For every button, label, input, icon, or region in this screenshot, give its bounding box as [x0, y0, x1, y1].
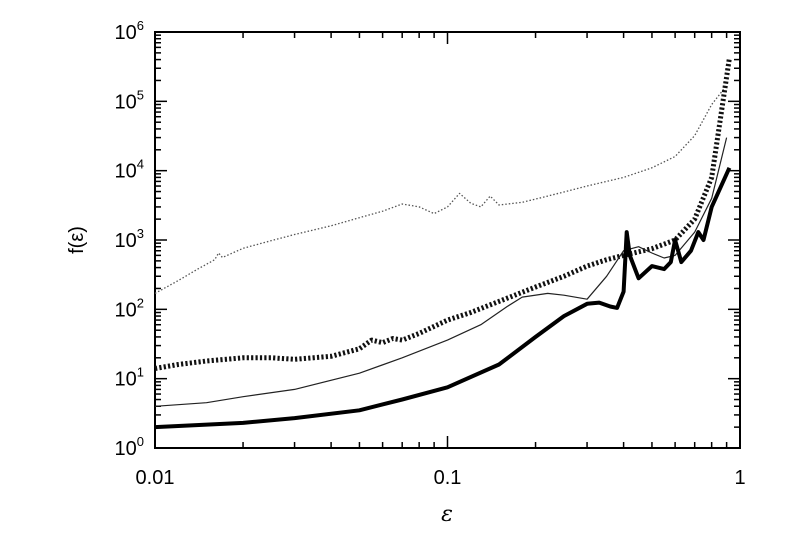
- series-line-4: [154, 166, 732, 430]
- y-axis-label: f(ε): [66, 226, 88, 254]
- y-tick-label: 101: [115, 365, 144, 391]
- y-tick-label: 106: [115, 18, 144, 44]
- series-line-2: [154, 57, 732, 371]
- x-tick-label: 0.01: [136, 467, 175, 489]
- series-line-1: [154, 88, 725, 294]
- x-tick-label: 0.1: [434, 467, 462, 489]
- ticks: [154, 32, 740, 449]
- y-tick-label: 105: [115, 87, 144, 113]
- y-tick-label: 103: [115, 226, 144, 252]
- y-tick-label: 102: [115, 295, 144, 321]
- series-line-3: [154, 137, 728, 407]
- series-layer: [154, 57, 732, 430]
- x-tick-labels: 0.01 0.1 1: [136, 467, 746, 489]
- y-tick-label: 104: [115, 157, 144, 183]
- y-tick-labels: 100 101 102 103 104 105 106: [115, 18, 144, 460]
- y-tick-label: 100: [115, 434, 144, 460]
- x-tick-label: 1: [734, 467, 745, 489]
- x-axis-label: ε: [441, 502, 453, 527]
